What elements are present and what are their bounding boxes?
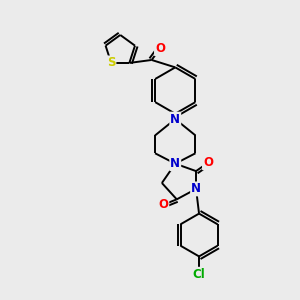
Text: Cl: Cl — [193, 268, 206, 281]
Text: N: N — [170, 157, 180, 170]
Text: O: O — [155, 42, 165, 55]
Text: S: S — [107, 56, 116, 69]
Text: O: O — [158, 198, 168, 211]
Text: N: N — [170, 112, 180, 126]
Text: O: O — [203, 156, 213, 169]
Text: N: N — [191, 182, 201, 195]
